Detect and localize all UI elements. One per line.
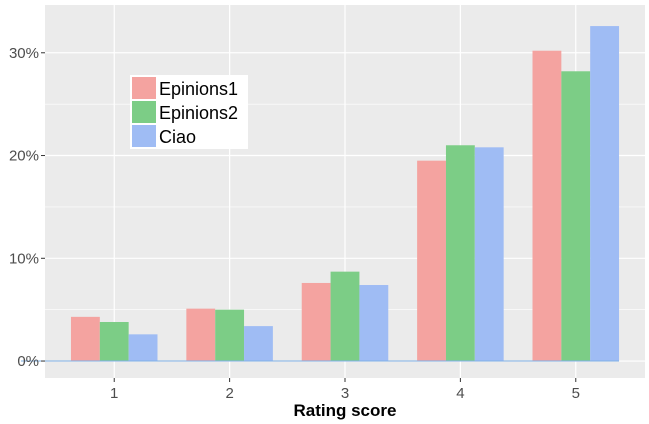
- bar-epinions1-5: [532, 50, 562, 362]
- bar-epinions1-2: [186, 308, 216, 362]
- legend-label: Ciao: [159, 127, 196, 147]
- y-axis-ticks: 0% 10% 20% 30%: [9, 45, 45, 370]
- bar-epinions1-4: [417, 160, 446, 362]
- bar-epinions2-2: [215, 309, 245, 362]
- x-tick-label: 2: [225, 385, 233, 402]
- bar-ciao-2: [244, 326, 273, 362]
- legend-label: Epinions2: [159, 103, 238, 123]
- bar-epinions2-4: [445, 145, 475, 362]
- bar-epinions2-5: [561, 71, 591, 362]
- bar-epinions1-3: [301, 282, 331, 362]
- x-tick-label: 4: [456, 385, 464, 402]
- x-tick-label: 5: [572, 385, 580, 402]
- bar-ciao-4: [474, 147, 504, 362]
- x-tick-label: 1: [110, 385, 118, 402]
- bar-epinions2-3: [330, 271, 360, 362]
- y-tick-label: 10%: [9, 250, 39, 267]
- legend-swatch: [132, 101, 156, 123]
- y-tick-label: 20%: [9, 148, 39, 165]
- bar-epinions1-1: [70, 316, 100, 362]
- bar-ciao-3: [359, 285, 389, 362]
- legend-swatch: [132, 125, 156, 147]
- x-axis-ticks: 1 2 3 4 5: [110, 378, 580, 402]
- legend: Epinions1 Epinions2 Ciao: [130, 75, 248, 149]
- x-tick-label: 3: [341, 385, 349, 402]
- legend-swatch: [132, 77, 156, 99]
- y-tick-label: 0%: [17, 353, 39, 370]
- bar-ciao-1: [128, 334, 158, 362]
- bars: [70, 26, 620, 362]
- legend-label: Epinions1: [159, 79, 238, 99]
- x-axis-title: Rating score: [294, 401, 397, 420]
- bar-ciao-5: [590, 26, 620, 362]
- bar-epinions2-1: [99, 321, 129, 362]
- y-tick-label: 30%: [9, 45, 39, 62]
